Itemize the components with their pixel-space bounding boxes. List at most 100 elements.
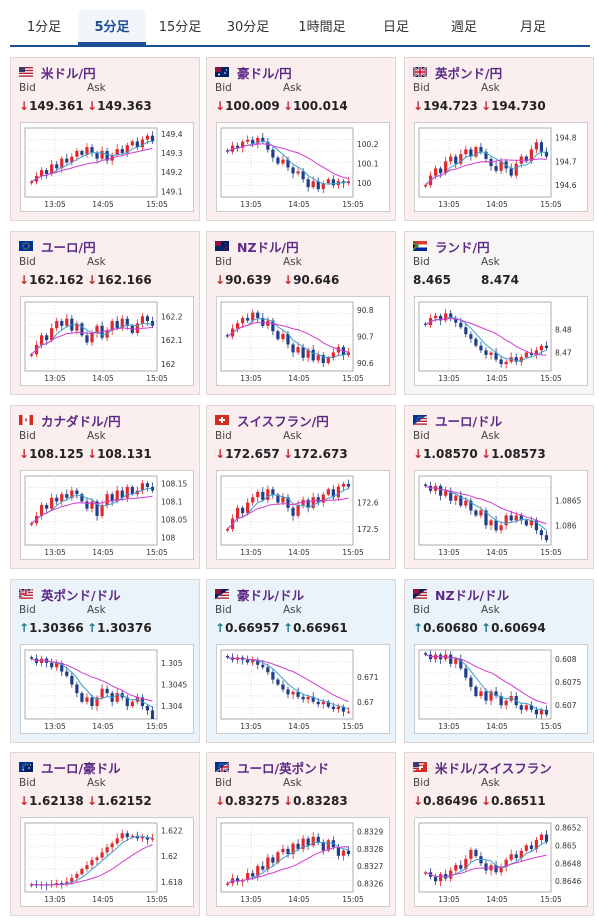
pair-name[interactable]: 英ポンド/ドル	[41, 588, 121, 603]
tab-3[interactable]: 15分足	[158, 20, 202, 35]
candle-body	[60, 662, 64, 672]
ask-price: 1.62152	[97, 794, 152, 808]
candle-body	[95, 325, 99, 333]
rate-card[interactable]: NZドル/ドル Bid Ask ↑0.60680 ↑0.60694 13:05 14:05 1…	[404, 579, 594, 743]
y-tick-label: 1.305	[161, 659, 183, 668]
rate-card[interactable]: ユーロ/英ポンド Bid Ask ↓0.83275 ↓0.83283 13:05 14:05…	[206, 752, 396, 916]
price-chart[interactable]: 13:05 14:05 15:05 194.8 194.7 194.6	[414, 122, 588, 212]
tab-2[interactable]: 5分足	[78, 10, 146, 45]
rate-card[interactable]: 米ドル/スイスフラン Bid Ask ↓0.86496 ↓0.86511 13:05 14:…	[404, 752, 594, 916]
x-tick-label: 13:05	[44, 722, 66, 731]
candle-body	[423, 653, 428, 655]
pair-name[interactable]: ユーロ/ドル	[435, 414, 503, 429]
candle-body	[326, 489, 330, 495]
candle-body	[266, 857, 270, 870]
tab-4[interactable]: 30分足	[226, 20, 270, 35]
rate-card[interactable]: カナダドル/円 Bid Ask ↓108.125 ↓108.131 13:05 14:05 1…	[10, 405, 200, 569]
price-chart[interactable]: 13:05 14:05 15:05 0.8652 0.865 0.8648 0.8646	[414, 817, 588, 907]
price-chart[interactable]: 13:05 14:05 15:05 1.0865 1.086	[414, 470, 588, 560]
pair-name[interactable]: ユーロ/英ポンド	[237, 761, 330, 776]
pair-name[interactable]: NZドル/ドル	[435, 588, 510, 603]
pair-name[interactable]: NZドル/円	[237, 240, 299, 255]
bid-label: Bid	[413, 256, 430, 268]
y-tick-label: 0.6075	[555, 678, 581, 687]
candle-body	[534, 142, 538, 150]
rate-card[interactable]: ユーロ/豪ドル Bid Ask ↓1.62138 ↓1.62152 13:05 14:05 1…	[10, 752, 200, 916]
y-tick-label: 1.62	[161, 852, 178, 861]
candle-body	[241, 507, 245, 514]
y-tick-label: 0.8328	[357, 845, 383, 854]
price-chart[interactable]: 13:05 14:05 15:05 8.48 8.47	[414, 296, 588, 386]
candle-body	[266, 489, 270, 500]
ask-value: ↑0.60694	[481, 621, 546, 635]
price-chart[interactable]: 13:05 14:05 15:05 90.8 90.7 90.6	[216, 296, 390, 386]
price-chart[interactable]: 13:05 14:05 15:05 0.608 0.6075 0.607	[414, 644, 588, 734]
price-chart[interactable]: 13:05 14:05 15:05 0.671 0.67	[216, 644, 390, 734]
candle-body	[261, 491, 265, 500]
ask-value: ↓1.08573	[481, 447, 546, 461]
pair-name[interactable]: ユーロ/豪ドル	[41, 761, 121, 776]
pair-name[interactable]: 英ポンド/円	[435, 66, 503, 81]
y-tick-label: 194.7	[555, 157, 577, 166]
candle-body	[286, 689, 290, 695]
candle-body	[459, 154, 463, 164]
bid-label: Bid	[413, 82, 430, 94]
candle-body	[514, 163, 518, 176]
rate-card[interactable]: 英ポンド/円 Bid Ask ↓194.723 ↓194.730 13:05 14:05 15…	[404, 57, 594, 221]
candle-body	[434, 876, 438, 882]
rate-card[interactable]: 英ポンド/ドル Bid Ask ↑1.30366 ↑1.30376 13:05 14:05 1…	[10, 579, 200, 743]
price-chart[interactable]: 13:05 14:05 15:05 172.6 172.5	[216, 470, 390, 560]
rate-card[interactable]: NZドル/円 Bid Ask ↓90.639 ↓90.646 13:05 14:05 15:0…	[206, 231, 396, 395]
pair-name[interactable]: スイスフラン/円	[237, 414, 329, 429]
pair-name[interactable]: 米ドル/スイスフラン	[435, 761, 552, 776]
rate-card[interactable]: ランド/円 Bid Ask 8.465 8.474 13:05 14:05 15:05 8.48…	[404, 231, 594, 395]
candle-body	[80, 494, 84, 502]
ask-price: 149.363	[97, 99, 152, 113]
tab-1[interactable]: 1分足	[26, 20, 62, 35]
price-chart[interactable]: 13:05 14:05 15:05 100.2 100.1 100	[216, 122, 390, 212]
y-tick-label: 149.2	[161, 168, 183, 177]
rate-card[interactable]: ユーロ/円 Bid Ask ↓162.162 ↓162.166 13:05 14:05 15:…	[10, 231, 200, 395]
candle-body	[301, 347, 305, 358]
price-chart[interactable]: 13:05 14:05 15:05 108.15 108.1 108.05 108	[20, 470, 194, 560]
price-chart[interactable]: 13:05 14:05 15:05 149.4 149.3 149.2 149.1	[20, 122, 194, 212]
rate-card[interactable]: スイスフラン/円 Bid Ask ↓172.657 ↓172.673 13:05 14:05…	[206, 405, 396, 569]
ask-value: ↓0.86511	[481, 794, 546, 808]
candle-body	[509, 854, 513, 860]
long-moving-average	[31, 844, 153, 886]
candle-body	[125, 486, 129, 498]
candle-body	[529, 520, 533, 526]
candle-body	[346, 850, 351, 855]
pair-name[interactable]: カナダドル/円	[41, 414, 121, 429]
x-tick-label: 15:05	[342, 374, 364, 383]
pair-name[interactable]: ユーロ/円	[41, 240, 96, 255]
candle-body	[145, 483, 150, 487]
long-moving-average	[31, 326, 153, 355]
tab-6[interactable]: 日足	[382, 20, 409, 35]
candle-body	[474, 686, 478, 696]
pair-name[interactable]: ランド/円	[435, 240, 490, 255]
price-chart[interactable]: 13:05 14:05 15:05 1.622 1.62 1.618	[20, 817, 194, 907]
price-chart[interactable]: 13:05 14:05 15:05 162.2 162.1 162	[20, 296, 194, 386]
rate-card[interactable]: 豪ドル/円 Bid Ask ↓100.009 ↓100.014 13:05 14:05 15:…	[206, 57, 396, 221]
candle-body	[145, 706, 150, 711]
rate-card[interactable]: 豪ドル/ドル Bid Ask ↑0.66957 ↑0.66961 13:05 14:05 15…	[206, 579, 396, 743]
y-tick-label: 0.67	[357, 698, 374, 707]
price-chart[interactable]: 13:05 14:05 15:05 0.8329 0.8328 0.8327 0.8326	[216, 817, 390, 907]
tab-8[interactable]: 月足	[519, 20, 546, 35]
tab-5[interactable]: 1時間足	[298, 20, 346, 35]
pair-name[interactable]: 米ドル/円	[41, 66, 96, 81]
x-tick-label: 14:05	[92, 722, 114, 731]
candle-body	[55, 662, 59, 668]
candle-body	[454, 156, 458, 164]
x-tick-label: 15:05	[146, 200, 168, 209]
candlestick-chart: 13:05 14:05 15:05 162.2 162.1 162	[24, 301, 183, 383]
pair-name[interactable]: 豪ドル/円	[237, 66, 292, 81]
price-chart[interactable]: 13:05 14:05 15:05 1.305 1.3045 1.304	[20, 644, 194, 734]
rate-card[interactable]: ユーロ/ドル Bid Ask ↓1.08570 ↓1.08573 13:05 14:05 15…	[404, 405, 594, 569]
candle-body	[95, 152, 99, 159]
pair-name[interactable]: 豪ドル/ドル	[237, 588, 305, 603]
tab-7[interactable]: 週足	[450, 20, 477, 35]
candle-body	[484, 691, 488, 701]
rate-card[interactable]: 米ドル/円 Bid Ask ↓149.361 ↓149.363 13:05 14:05 15:…	[10, 57, 200, 221]
